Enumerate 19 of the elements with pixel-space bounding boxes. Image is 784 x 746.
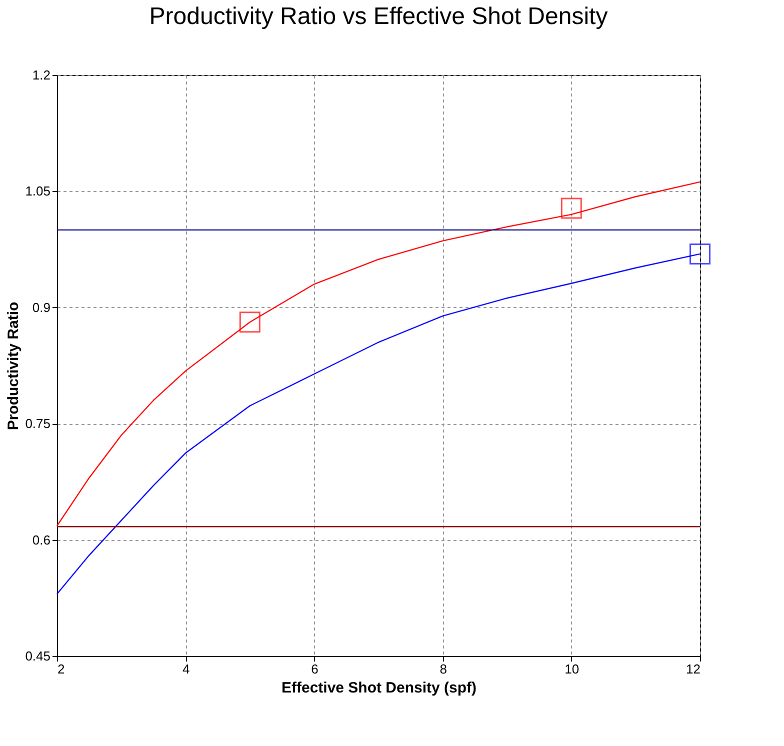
point [690,243,710,264]
x-tick-label: 12 [686,662,700,676]
y-tick-label: 1.05 [25,184,50,199]
line-series [56,181,701,526]
y-tick-label: 0.45 [25,648,50,664]
x-tick-label: 2 [58,662,65,676]
point [239,312,260,333]
y-tick-label: 0.6 [32,532,50,548]
y-axis-title: Productivity Ratio [5,302,22,430]
x-axis-title: Effective Shot Density (spf) [281,680,477,696]
chart-title: Productivity Ratio vs Effective Shot Density [149,3,608,30]
y-tick-label: 1.2 [32,68,50,82]
x-tick-label: 6 [311,662,318,676]
x-tick-label: 4 [182,662,190,676]
y-tick-label: 0.75 [25,416,50,432]
point [560,198,582,219]
y-tick-label: 0.9 [32,300,50,315]
x-tick-label: 10 [564,662,580,676]
x-tick-label: 8 [440,662,447,676]
